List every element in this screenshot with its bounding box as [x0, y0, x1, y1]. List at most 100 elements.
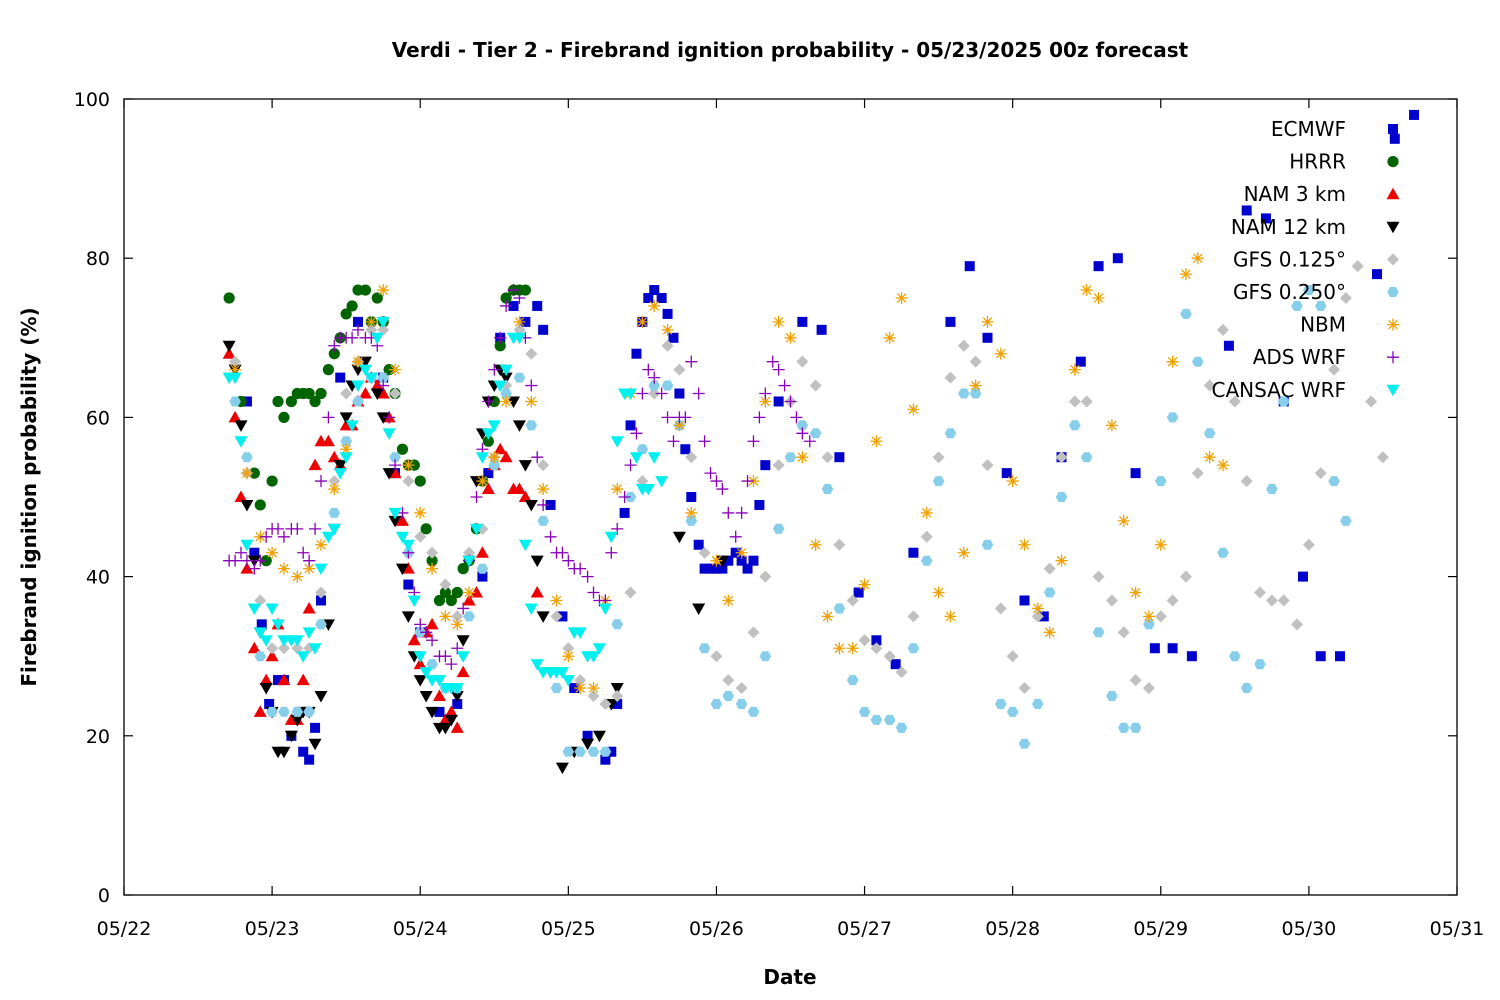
data-point	[290, 635, 304, 647]
data-point	[1031, 610, 1044, 623]
data-point	[555, 762, 569, 775]
data-point	[1266, 484, 1278, 495]
data-point	[322, 411, 335, 424]
data-point	[766, 355, 779, 368]
data-point	[1068, 363, 1081, 376]
data-point	[494, 340, 506, 352]
data-point	[610, 436, 624, 448]
data-point	[772, 315, 785, 328]
data-point	[592, 643, 606, 655]
data-point	[389, 452, 401, 463]
data-point	[1339, 292, 1352, 304]
legend-label: ADS WRF	[1253, 345, 1346, 369]
data-point	[772, 459, 785, 472]
data-point	[655, 387, 668, 400]
data-point	[1328, 476, 1340, 487]
data-point	[641, 484, 655, 496]
data-point	[302, 601, 316, 614]
data-point	[809, 428, 822, 439]
data-point	[735, 682, 748, 695]
data-point	[487, 420, 501, 432]
data-point	[846, 594, 859, 607]
data-point	[895, 292, 908, 304]
data-point	[604, 531, 618, 544]
data-point	[247, 603, 261, 615]
data-point	[388, 515, 402, 528]
data-point	[388, 466, 402, 479]
data-point	[790, 411, 803, 424]
data-point	[741, 475, 754, 488]
data-point	[685, 451, 698, 464]
data-point	[753, 411, 766, 424]
data-point	[303, 706, 315, 717]
data-point	[1217, 547, 1229, 558]
data-point	[1334, 651, 1345, 662]
legend-label: NAM 3 km	[1244, 182, 1346, 206]
data-point	[451, 586, 463, 599]
data-point	[1018, 682, 1031, 695]
data-point	[661, 380, 674, 391]
data-point	[395, 563, 409, 576]
data-point	[883, 714, 896, 725]
data-point	[413, 675, 427, 687]
data-point	[649, 285, 660, 296]
data-point	[574, 674, 587, 687]
data-point	[296, 673, 310, 686]
legend-item: GFS 0.125°	[1233, 247, 1399, 271]
data-point	[1166, 412, 1179, 423]
data-point	[353, 316, 364, 327]
data-point	[1241, 205, 1252, 216]
data-point	[340, 387, 353, 400]
data-point	[587, 682, 600, 695]
data-point	[796, 427, 809, 440]
data-point	[470, 586, 484, 598]
data-point	[272, 522, 285, 535]
data-point	[377, 284, 390, 297]
data-point	[383, 411, 396, 424]
data-point	[1080, 395, 1093, 408]
data-point	[419, 667, 433, 679]
data-point	[1315, 651, 1326, 662]
data-point	[426, 555, 438, 567]
legend-marker	[1386, 187, 1400, 200]
data-point	[413, 651, 427, 663]
legend-label: GFS 0.250°	[1233, 280, 1346, 304]
data-point	[388, 507, 402, 520]
data-point	[493, 380, 507, 393]
data-point	[704, 467, 717, 480]
data-point	[302, 627, 316, 639]
data-point	[1018, 738, 1031, 749]
data-point	[1216, 459, 1229, 472]
data-point	[310, 722, 321, 733]
data-point	[223, 292, 235, 304]
data-point	[895, 666, 908, 679]
data-point	[994, 602, 1007, 615]
data-point	[562, 554, 575, 567]
data-point	[661, 323, 674, 336]
data-point	[426, 659, 438, 670]
data-point	[605, 546, 618, 559]
data-point	[920, 506, 933, 519]
data-point	[1043, 587, 1056, 598]
data-point	[327, 450, 341, 463]
data-point	[629, 452, 643, 464]
data-point	[759, 651, 772, 662]
data-point	[1092, 292, 1105, 304]
y-tick-label: 100	[74, 89, 110, 111]
data-point	[958, 388, 970, 399]
data-point	[537, 515, 549, 526]
data-point	[1179, 268, 1192, 281]
legend-item: HRRR	[1289, 150, 1399, 174]
data-point	[444, 705, 458, 717]
data-point	[401, 539, 415, 552]
data-point	[314, 586, 327, 599]
data-point	[599, 746, 612, 757]
data-point	[648, 380, 660, 391]
data-point	[395, 531, 409, 544]
data-point	[1192, 356, 1204, 367]
data-point	[456, 651, 470, 663]
data-point	[403, 579, 414, 590]
data-point	[944, 428, 957, 439]
data-point	[555, 667, 569, 679]
